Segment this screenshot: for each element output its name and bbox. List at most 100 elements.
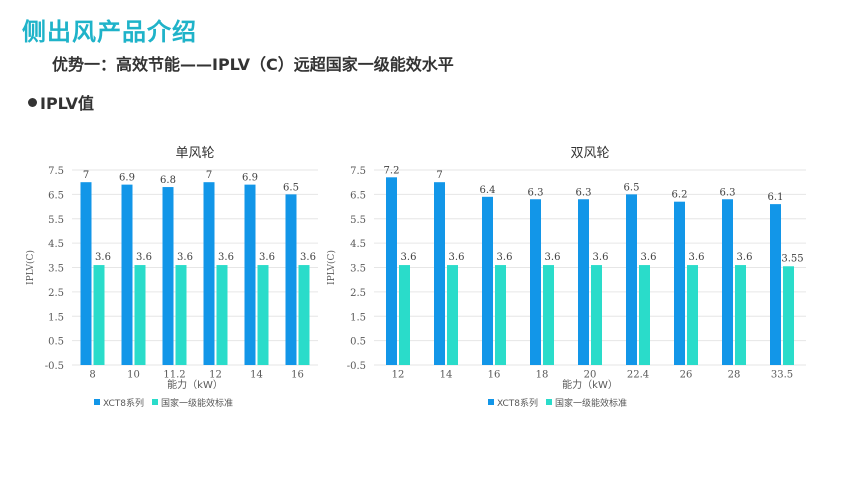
bar-national-standard [735,265,746,365]
bar-national-standard [298,265,310,365]
bar-national-standard [257,265,269,365]
data-label: 3.6 [95,252,111,263]
y-tick-label: 3.5 [48,264,64,275]
bar-xct8 [386,177,397,365]
bar-xct8 [770,204,781,365]
data-label: 3.6 [177,252,193,263]
x-tick-label: 26 [680,369,693,380]
bar-xct8 [121,184,133,365]
legend-label: 国家一级能效标准 [161,397,233,409]
bar-xct8 [674,201,685,365]
bullet-dot-icon [28,98,37,107]
data-label: 3.6 [401,252,417,263]
bar-xct8 [80,182,92,365]
data-label: 6.8 [160,175,176,186]
x-tick-label: 14 [250,369,263,380]
x-tick-label: 8 [89,369,95,380]
bar-national-standard [495,265,506,365]
bar-xct8 [626,194,637,365]
page-title: 侧出风产品介绍 [22,18,197,46]
y-tick-label: 2.5 [350,288,366,299]
y-axis-label: IPLV(C) [326,250,337,285]
bar-xct8 [162,187,174,365]
legend-swatch-xct8 [488,399,494,405]
data-label: 3.6 [593,252,609,263]
x-tick-label: 10 [127,369,140,380]
data-label: 6.4 [480,185,496,196]
bar-national-standard [687,265,698,365]
data-label: 3.6 [689,252,705,263]
legend-swatch-xct8 [94,399,100,405]
legend-label: 国家一级能效标准 [555,397,627,409]
bar-national-standard [399,265,410,365]
legend-label: XCT8系列 [103,397,144,409]
bar-national-standard [134,265,146,365]
x-axis-label: 能力（kW） [562,378,618,391]
data-label: 3.6 [641,252,657,263]
data-label: 6.5 [283,182,299,193]
data-label: 3.6 [545,252,561,263]
bar-national-standard [216,265,228,365]
data-label: 6.9 [119,173,135,184]
x-tick-label: 14 [440,369,453,380]
data-label: 6.3 [528,187,544,198]
y-tick-label: 1.5 [350,312,366,323]
y-tick-label: 0.5 [350,337,366,348]
data-label: 7 [206,170,212,181]
y-tick-label: 6.5 [350,190,366,201]
legend-label: XCT8系列 [497,397,538,409]
x-tick-label: 16 [488,369,501,380]
bar-xct8 [722,199,733,365]
data-label: 3.6 [218,252,234,263]
bar-national-standard [783,266,794,365]
data-label: 6.3 [576,187,592,198]
bar-xct8 [203,182,215,365]
bar-national-standard [447,265,458,365]
x-tick-label: 12 [209,369,222,380]
legend-swatch-national-standard [152,399,158,405]
x-tick-label: 12 [392,369,405,380]
chart-title: 双风轮 [570,146,609,161]
x-tick-label: 18 [536,369,549,380]
bar-xct8 [434,182,445,365]
data-label: 3.6 [449,252,465,263]
y-tick-label: 3.5 [350,264,366,275]
data-label: 7 [436,170,442,181]
chart-title: 单风轮 [175,146,214,161]
data-label: 3.6 [737,252,753,263]
data-label: 6.5 [624,182,640,193]
y-tick-label: 7.5 [48,166,64,177]
x-tick-label: 20 [584,369,597,380]
bar-xct8 [244,184,256,365]
y-tick-label: 5.5 [350,215,366,226]
data-label: 3.6 [497,252,513,263]
bar-national-standard [591,265,602,365]
page-subtitle: 优势一：高效节能——IPLV（C）远超国家一级能效水平 [52,55,454,74]
y-tick-label: 4.5 [350,239,366,250]
bar-xct8 [578,199,589,365]
bar-xct8 [482,196,493,365]
x-tick-label: 28 [728,369,741,380]
data-label: 6.9 [242,173,258,184]
y-tick-label: 0.5 [48,337,64,348]
y-tick-label: -0.5 [45,361,64,372]
data-label: 3.6 [136,252,152,263]
data-label: 6.3 [720,187,736,198]
x-tick-label: 33.5 [771,369,793,380]
y-tick-label: 2.5 [48,288,64,299]
data-label: 3.6 [300,252,316,263]
y-tick-label: 1.5 [48,312,64,323]
x-axis-label: 能力（kW） [167,378,223,391]
section-label-text: IPLV值 [40,94,95,113]
bar-national-standard [175,265,187,365]
y-tick-label: 6.5 [48,190,64,201]
section-label: IPLV值 [28,90,94,114]
legend-swatch-national-standard [546,399,552,405]
data-label: 3.6 [259,252,275,263]
x-tick-label: 16 [291,369,304,380]
x-tick-label: 22.4 [627,369,649,380]
x-tick-label: 11.2 [163,369,185,380]
bar-national-standard [543,265,554,365]
data-label: 6.2 [672,190,688,201]
